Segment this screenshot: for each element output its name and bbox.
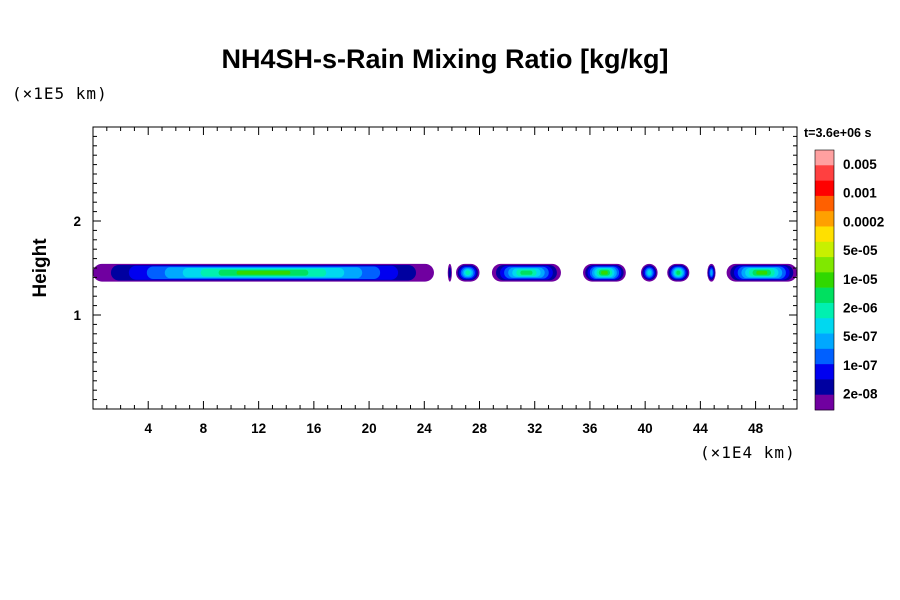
contour-level <box>520 270 533 275</box>
x-axis: 4 8 12 16 20 24 28 32 36 40 44 48 <box>106 127 784 436</box>
colorbar-swatch <box>815 348 834 365</box>
contour-level <box>710 269 713 276</box>
cloud-segment <box>447 263 452 282</box>
x-tick-label: 16 <box>306 421 322 436</box>
colorbar-swatch <box>815 379 834 396</box>
x-tick-label: 4 <box>144 421 152 436</box>
x-tick-label: 20 <box>362 421 377 436</box>
colorbar-label: 0.005 <box>843 157 877 172</box>
y-axis-unit: (×1E5 km) <box>12 84 108 103</box>
x-tick-label: 48 <box>748 421 764 436</box>
chart-title: NH4SH-s-Rain Mixing Ratio [kg/kg] <box>221 44 669 74</box>
contour-level <box>647 270 652 276</box>
colorbar-swatch <box>815 364 834 380</box>
colorbar-swatch <box>815 150 834 166</box>
x-tick-label: 40 <box>638 421 653 436</box>
cloud-segment <box>93 263 434 282</box>
colorbar-label: 0.001 <box>843 186 877 201</box>
y-tick-label: 2 <box>73 214 81 229</box>
y-tick-label: 1 <box>73 308 81 323</box>
x-tick-label: 32 <box>527 421 542 436</box>
x-tick-label: 36 <box>582 421 598 436</box>
x-tick-label: 12 <box>251 421 266 436</box>
colorbar-swatch <box>815 195 834 212</box>
x-tick-label: 28 <box>472 421 488 436</box>
colorbar-label: 0.0002 <box>843 214 884 229</box>
colorbar-swatch <box>815 302 834 319</box>
contour-level <box>236 270 291 275</box>
colorbar-label: 1e-07 <box>843 358 878 373</box>
colorbar-swatch <box>815 241 834 258</box>
cloud-segment <box>667 263 690 282</box>
cloud-segment <box>707 263 716 282</box>
colorbar-swatch <box>815 394 834 411</box>
colorbar: 0.005 0.001 0.0002 5e-05 1e-05 2e-06 5e-07 1e-0… <box>814 149 884 411</box>
colorbar-swatch <box>815 333 834 350</box>
contour-level <box>448 267 452 279</box>
cloud-field <box>93 263 797 282</box>
colorbar-label: 1e-05 <box>843 272 878 287</box>
colorbar-swatch <box>815 180 834 197</box>
colorbar-label: 5e-07 <box>843 329 878 344</box>
colorbar-swatch <box>815 165 834 181</box>
time-label: t=3.6e+06 s <box>804 126 872 140</box>
colorbar-swatch <box>815 211 834 227</box>
x-tick-label: 8 <box>200 421 208 436</box>
contour-level <box>676 270 681 275</box>
colorbar-swatch <box>815 226 834 243</box>
x-tick-label: 44 <box>693 421 709 436</box>
cloud-segment <box>726 263 797 282</box>
contour-level <box>465 270 471 276</box>
x-axis-unit: (×1E4 km) <box>700 443 796 462</box>
cloud-segment <box>641 263 658 282</box>
colorbar-swatch <box>815 272 834 288</box>
contour-level <box>756 270 768 275</box>
cloud-segment <box>583 263 626 282</box>
colorbar-swatch <box>815 257 834 273</box>
colorbar-swatch <box>815 287 834 304</box>
colorbar-label: 5e-05 <box>843 243 878 258</box>
colorbar-label: 2e-06 <box>843 301 878 316</box>
contour-level <box>601 270 608 275</box>
cloud-segment <box>491 263 561 282</box>
colorbar-label: 2e-08 <box>843 387 878 402</box>
x-tick-label: 24 <box>417 421 433 436</box>
y-axis: 12 <box>73 135 797 401</box>
colorbar-swatch <box>815 318 834 334</box>
cloud-segment <box>456 263 480 282</box>
colorbar-frame <box>814 149 835 411</box>
